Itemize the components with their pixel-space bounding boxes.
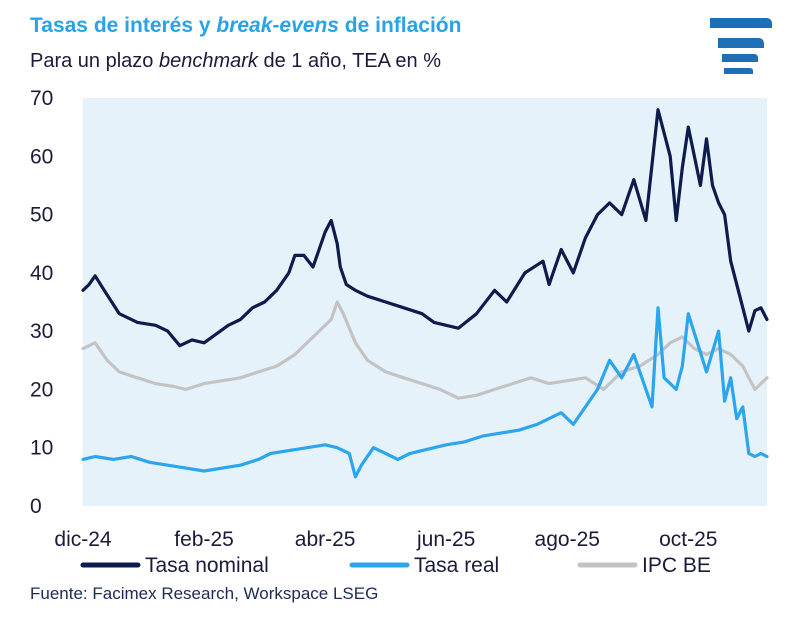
chart-subtitle: Para un plazo benchmark de 1 año, TEA en…	[30, 50, 442, 72]
legend-item-tasa-real: Tasa real	[414, 554, 499, 577]
source-note: Fuente: Facimex Research, Workspace LSEG	[30, 584, 379, 603]
x-tick-label: abr-25	[295, 528, 356, 551]
x-tick-label: dic-24	[54, 528, 112, 551]
series-line-tasa-nominal	[81, 108, 769, 348]
chart-title: Tasas de interés y break-evens de inflac…	[30, 14, 462, 37]
y-tick-label: 20	[30, 378, 53, 401]
plot-area	[83, 98, 767, 506]
x-tick-label: ago-25	[535, 528, 600, 551]
x-tick-label: jun-25	[416, 528, 475, 551]
x-tick-label: feb-25	[174, 528, 234, 551]
y-tick-label: 30	[30, 320, 53, 343]
facimex-logo-icon	[710, 18, 772, 74]
legend-item-tasa-nominal: Tasa nominal	[145, 554, 269, 577]
y-tick-label: 0	[30, 495, 42, 518]
y-tick-label: 40	[30, 262, 53, 285]
x-tick-label: oct-25	[659, 528, 717, 551]
series-line-tasa-real	[81, 306, 769, 479]
y-tick-label: 60	[30, 145, 53, 168]
series-line-ipc-be	[81, 300, 769, 400]
y-tick-label: 70	[30, 87, 53, 110]
y-tick-label: 10	[30, 437, 53, 460]
legend-item-ipc-be: IPC BE	[642, 554, 711, 577]
y-tick-label: 50	[30, 204, 53, 227]
